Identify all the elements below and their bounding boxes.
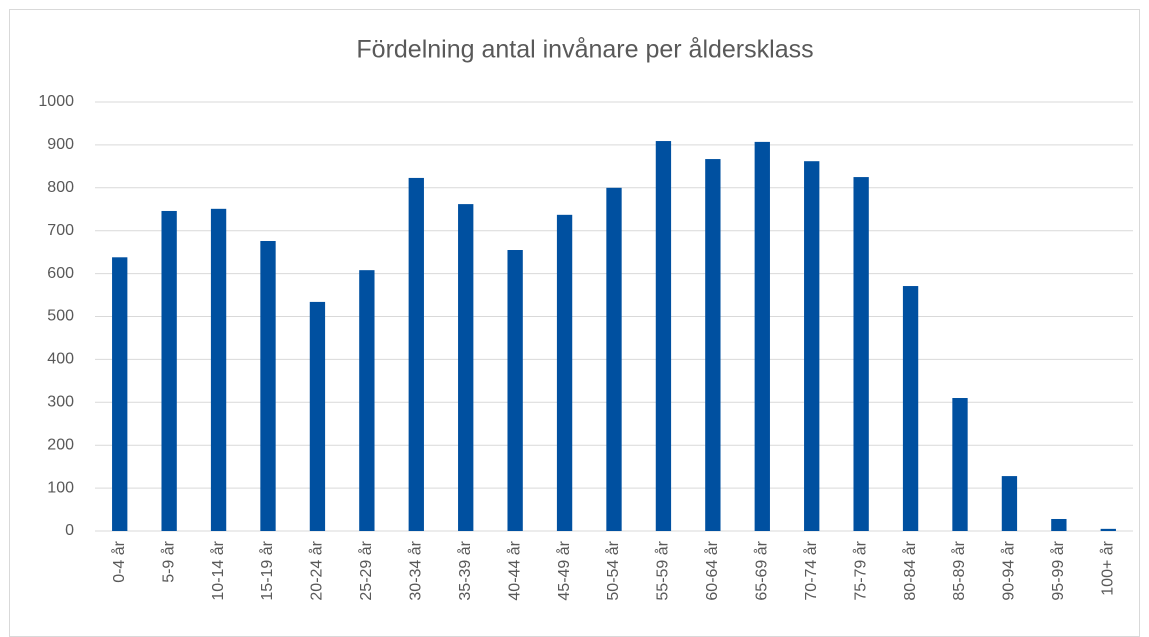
bar — [804, 161, 820, 531]
x-tick-label: 60-64 år — [703, 540, 721, 600]
x-tick-label: 15-19 år — [258, 540, 276, 600]
x-tick-label: 20-24 år — [308, 540, 326, 600]
y-tick-label: 400 — [47, 351, 74, 368]
bar — [1051, 518, 1067, 531]
x-tick-label: 45-49 år — [555, 540, 573, 600]
x-tick-label: 75-79 år — [851, 540, 869, 600]
chart-border — [9, 9, 1140, 637]
bar — [853, 177, 869, 531]
x-tick-label: 100+ år — [1099, 540, 1117, 595]
bar — [210, 208, 227, 532]
bar — [1100, 528, 1116, 531]
x-tick-label: 25-29 år — [357, 540, 375, 600]
y-tick-label: 600 — [47, 265, 74, 282]
bar — [161, 210, 177, 531]
x-tick-label: 55-59 år — [654, 540, 672, 600]
bar — [655, 141, 672, 531]
bar — [606, 187, 622, 532]
x-tick-label: 40-44 år — [505, 540, 523, 600]
x-tick-label: 10-14 år — [209, 540, 227, 600]
x-tick-label: 30-34 år — [407, 540, 425, 600]
bar — [408, 177, 424, 532]
y-tick-label: 1000 — [38, 93, 74, 110]
y-tick-label: 900 — [47, 136, 74, 153]
bar — [359, 270, 375, 531]
bar — [309, 301, 326, 531]
y-tick-label: 800 — [47, 179, 74, 196]
y-tick-label: 200 — [47, 436, 74, 453]
y-tick-label: 700 — [47, 222, 74, 239]
x-tick-label: 50-54 år — [604, 540, 622, 600]
x-tick-label: 95-99 år — [1049, 540, 1067, 600]
x-tick-label: 0-4 år — [110, 540, 128, 582]
x-tick-label: 90-94 år — [1000, 540, 1018, 600]
y-tick-label: 500 — [47, 308, 74, 325]
x-tick-label: 35-39 år — [456, 540, 474, 600]
chart-title: Fördelning antal invånare per åldersklas… — [356, 36, 813, 64]
bar — [260, 240, 276, 531]
y-tick-label: 100 — [47, 479, 74, 496]
bar — [952, 398, 968, 531]
x-tick-label: 85-89 år — [950, 540, 968, 600]
y-tick-label: 0 — [65, 522, 74, 539]
x-tick-label: 5-9 år — [159, 540, 177, 582]
bar — [507, 250, 523, 531]
x-tick-label: 80-84 år — [901, 540, 919, 600]
bar — [556, 214, 573, 531]
bar — [1001, 476, 1018, 531]
bar — [112, 257, 128, 531]
x-tick-label: 65-69 år — [753, 540, 771, 600]
bar — [458, 204, 474, 532]
y-tick-label: 300 — [47, 394, 74, 411]
bar — [705, 159, 721, 531]
bar — [902, 286, 919, 531]
x-tick-label: 70-74 år — [802, 540, 820, 600]
bar — [754, 141, 770, 531]
